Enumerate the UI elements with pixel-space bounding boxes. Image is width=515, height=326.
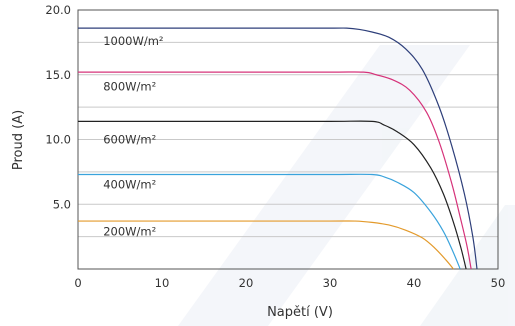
series-labels: 1000W/m² 800W/m² 600W/m² 400W/m² 200W/m² [103,34,163,238]
series-line [78,220,454,270]
series-lines [77,27,478,270]
series-label: 600W/m² [103,132,156,146]
plot-frame [77,9,499,270]
y-axis-title: Proud (A) [11,110,26,170]
series-label: 200W/m² [103,224,156,238]
series-line [78,71,472,270]
grid-lines [78,41,498,238]
y-tick-label: 15.0 [45,68,71,82]
x-tick-label: 40 [407,276,422,290]
x-tick-label: 50 [491,276,506,290]
series-label: 800W/m² [103,79,156,93]
series-label: 400W/m² [103,178,156,192]
x-axis-title: Napětí (V) [267,305,333,320]
x-tick-label: 10 [155,276,170,290]
y-axis-ticks: 5.0 10.0 15.0 20.0 [45,3,71,211]
x-axis-ticks: 0 10 20 30 40 50 [74,276,505,290]
x-tick-label: 0 [74,276,81,290]
y-tick-label: 20.0 [45,3,71,17]
watermark [178,45,515,326]
y-tick-label: 10.0 [45,133,71,147]
x-tick-label: 20 [239,276,254,290]
series-label: 1000W/m² [103,34,163,48]
series-line [78,120,467,270]
x-tick-label: 30 [323,276,338,290]
series-line [77,27,478,270]
y-tick-label: 5.0 [53,197,71,211]
series-line [78,173,461,270]
